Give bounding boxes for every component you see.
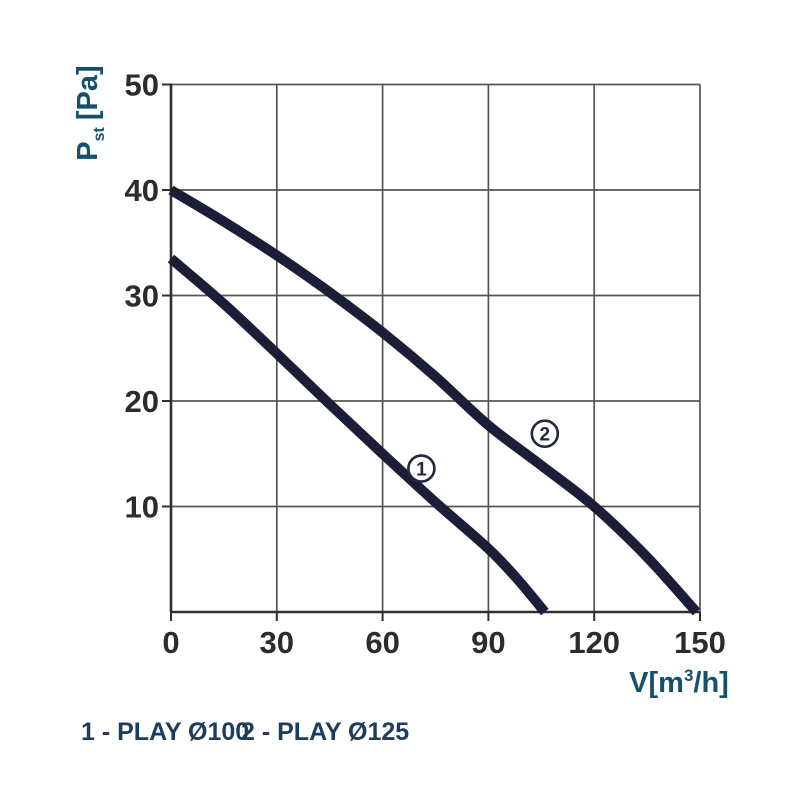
y-axis-label-sub: st	[91, 126, 108, 141]
y-axis-label-main: P	[72, 141, 104, 160]
y-tick-label-20: 20	[125, 384, 159, 419]
tick-layer: 0 30 60 90 120 150 10 20 30 40 50	[125, 68, 726, 661]
x-tick-label-60: 60	[365, 625, 399, 660]
legend-item-2: 2 - PLAY Ø125	[241, 718, 409, 746]
x-tick-label-120: 120	[568, 625, 620, 660]
x-axis-label-pre: V[m	[629, 667, 684, 699]
x-tick-label-90: 90	[471, 625, 505, 660]
y-axis-label: Pst [Pa]	[72, 65, 108, 160]
x-tick-label-30: 30	[260, 625, 294, 660]
curve-1-play-ø100	[167, 254, 549, 616]
y-tick-label-50: 50	[125, 68, 159, 103]
y-tick-label-40: 40	[125, 173, 159, 208]
curve-marker-number-2: 2	[540, 425, 551, 446]
curve-marker-circle-1	[407, 454, 436, 483]
curve-marker-number-1: 1	[416, 460, 427, 481]
x-axis-label: V[m3/h]	[629, 666, 729, 699]
x-axis-label-post: /h]	[693, 667, 728, 699]
y-axis-label-unit: [Pa]	[72, 65, 104, 120]
x-tick-label-150: 150	[674, 625, 726, 660]
y-tick-label-10: 10	[125, 490, 159, 525]
curve-2-play-ø125	[168, 185, 701, 616]
x-axis-label-sup: 3	[684, 666, 693, 685]
y-tick-label-30: 30	[125, 279, 159, 314]
x-tick-label-0: 0	[162, 625, 179, 660]
curve-marker-circle-2	[530, 419, 560, 449]
legend-item-1: 1 - PLAY Ø100	[81, 718, 249, 746]
marker-layer: 12	[407, 419, 560, 483]
axis-layer	[169, 83, 700, 614]
grid-layer	[170, 83, 701, 612]
curve-layer	[167, 185, 701, 616]
